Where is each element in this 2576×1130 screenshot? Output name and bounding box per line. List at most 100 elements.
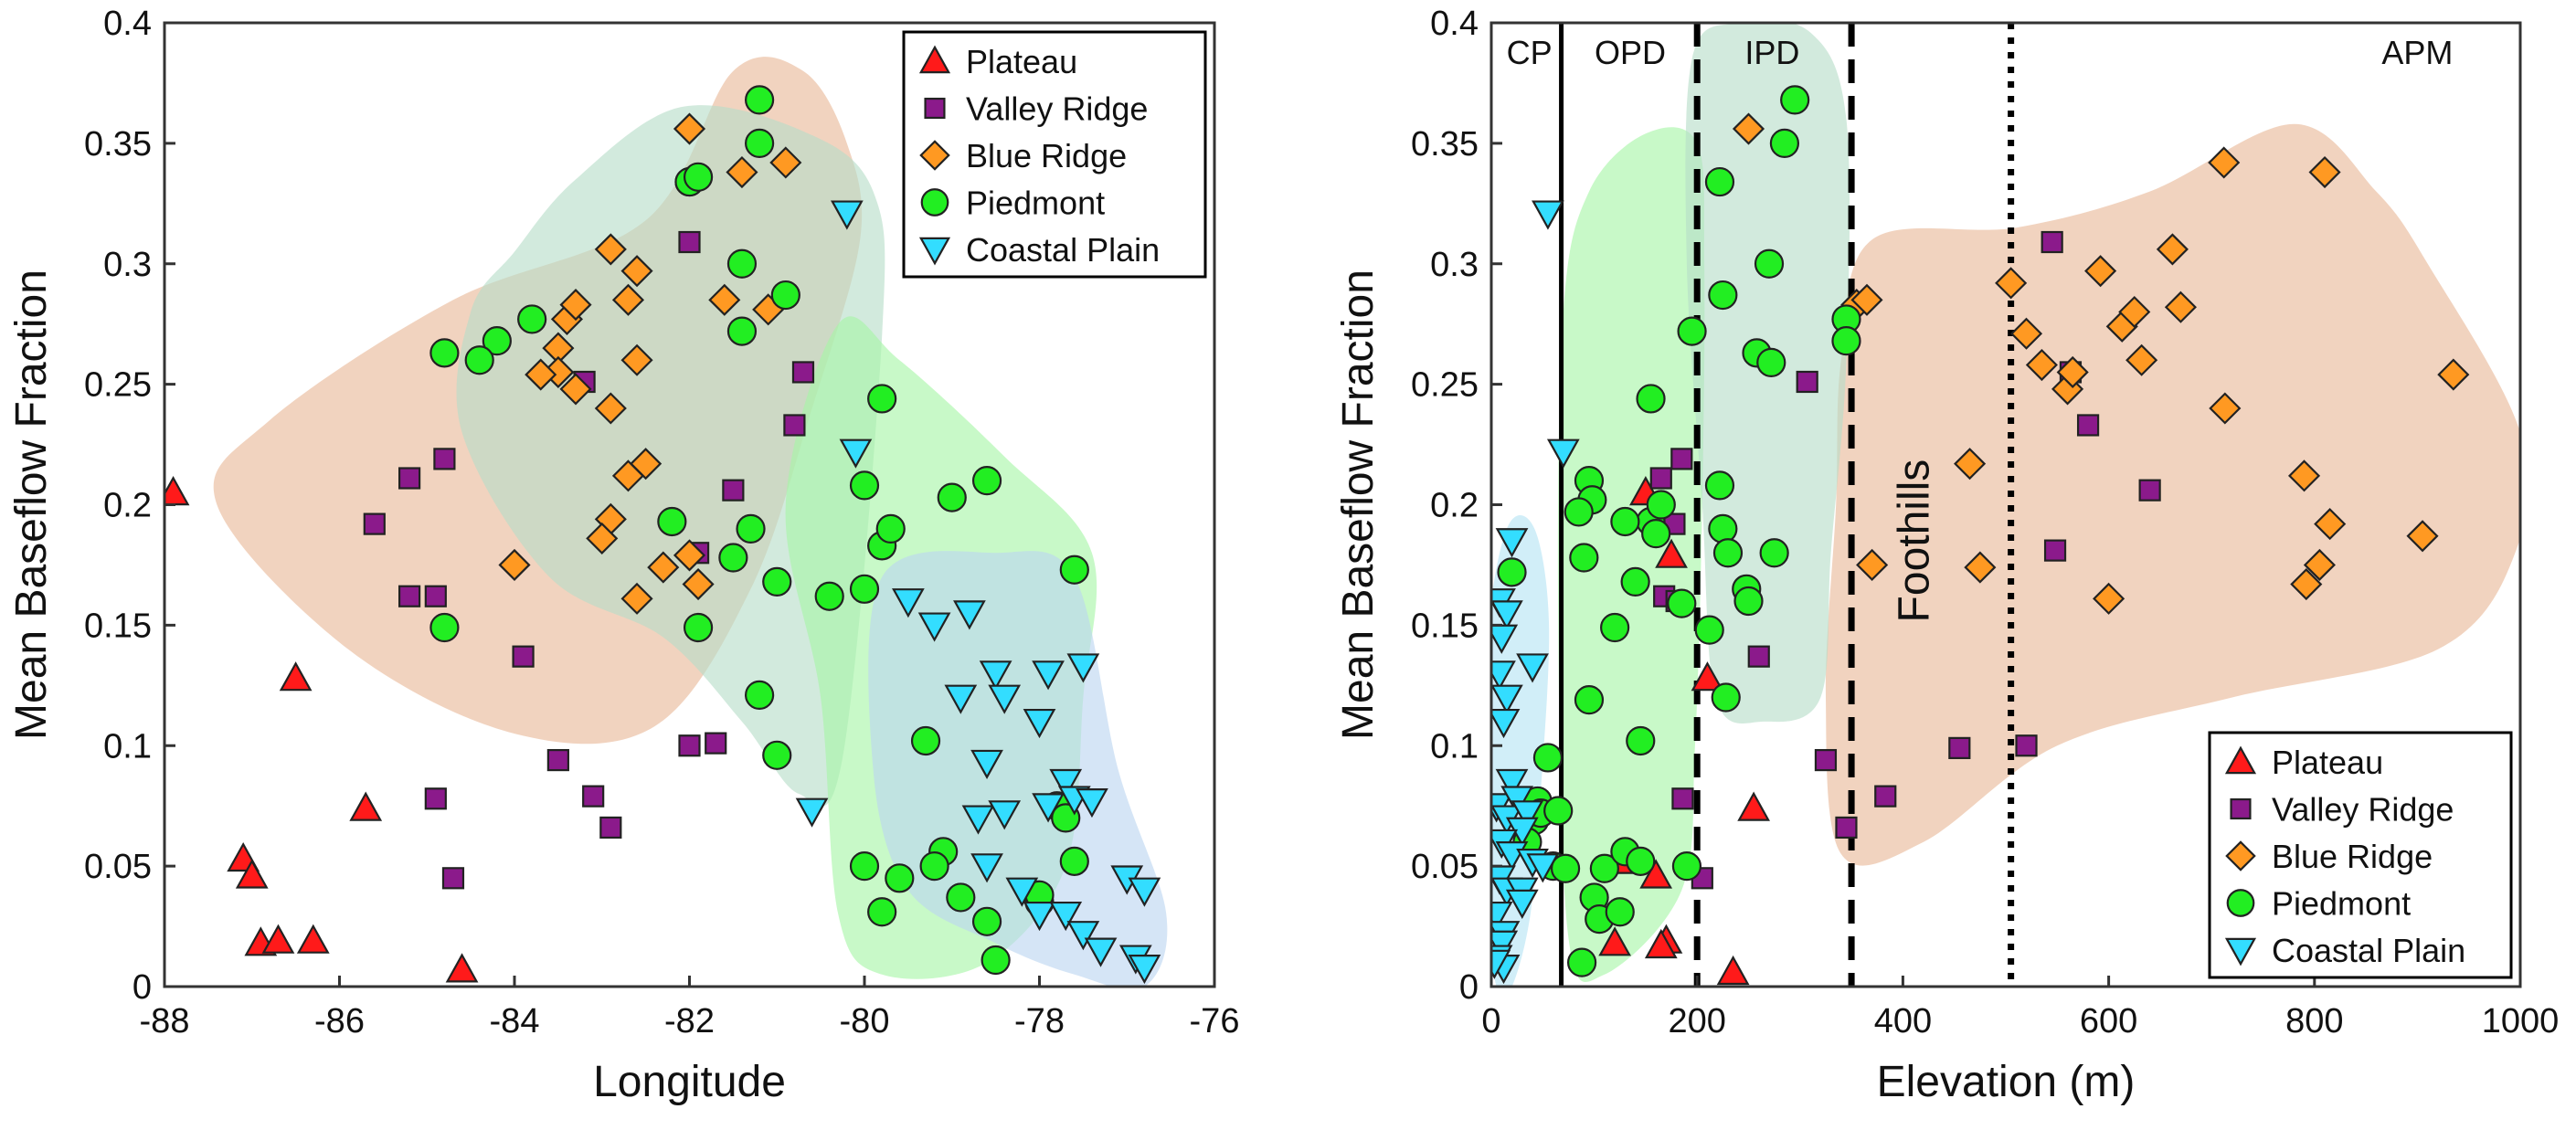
point-valley-ridge xyxy=(582,785,605,808)
point-coastal-plain xyxy=(1032,793,1065,823)
point-coastal-plain xyxy=(892,588,925,618)
point-piedmont xyxy=(981,945,1011,976)
point-blue-ridge xyxy=(2209,392,2242,425)
point-valley-ridge xyxy=(678,230,701,254)
point-blue-ridge xyxy=(2125,343,2158,376)
point-valley-ridge xyxy=(2138,479,2161,502)
point-piedmont xyxy=(657,506,687,537)
point-piedmont xyxy=(744,128,775,158)
point-piedmont xyxy=(1780,85,1810,115)
y-tick-label: 0.3 xyxy=(103,246,152,284)
legend-marker-plateau xyxy=(2224,745,2257,775)
point-blue-ridge xyxy=(611,283,645,316)
point-piedmont xyxy=(1610,506,1640,537)
point-piedmont xyxy=(1550,853,1581,883)
point-coastal-plain xyxy=(970,749,1003,779)
point-valley-ridge xyxy=(791,361,815,384)
point-blue-ridge xyxy=(2118,295,2151,329)
legend-marker-valley-ridge xyxy=(2230,797,2252,820)
point-piedmont xyxy=(1574,685,1605,715)
point-piedmont xyxy=(726,248,758,279)
point-piedmont xyxy=(1497,557,1527,587)
y-tick-label: 0 xyxy=(133,968,152,1007)
y-axis-title: Mean Baseflow Fraction xyxy=(7,269,56,740)
point-valley-ridge xyxy=(722,479,745,502)
point-piedmont xyxy=(1667,588,1697,618)
point-valley-ridge xyxy=(1835,816,1858,840)
point-coastal-plain xyxy=(1505,889,1539,919)
legend-marker-blue-ridge xyxy=(919,140,950,171)
y-tick-label: 0.35 xyxy=(1411,125,1479,164)
x-tick-label: -78 xyxy=(1014,1002,1065,1040)
point-valley-ridge xyxy=(546,748,569,772)
point-piedmont xyxy=(1589,853,1619,883)
x-tick-label: -80 xyxy=(840,1002,890,1040)
point-coastal-plain xyxy=(988,684,1022,714)
point-piedmont xyxy=(1711,682,1741,713)
point-piedmont xyxy=(919,851,949,882)
point-plateau xyxy=(445,953,479,983)
x-tick-label: -82 xyxy=(664,1002,715,1040)
annotation-opd: OPD xyxy=(1595,34,1666,71)
region-outer-piedmont-region xyxy=(1557,127,1705,983)
point-coastal-plain xyxy=(1076,788,1108,818)
point-valley-ridge xyxy=(1948,736,1971,759)
series-valley-ridge xyxy=(363,230,815,890)
legend: Plateau Valley Ridge Blue Ridge Piedmont Coa… xyxy=(902,30,1207,279)
point-piedmont xyxy=(736,513,766,544)
point-plateau xyxy=(1598,926,1631,956)
point-blue-ridge xyxy=(2290,567,2323,601)
y-tick-label: 0.35 xyxy=(84,125,152,164)
point-blue-ridge xyxy=(769,146,802,179)
annotation-foothills: Foothills xyxy=(1891,459,1939,623)
point-piedmont xyxy=(1712,538,1744,568)
point-blue-ridge xyxy=(620,343,653,376)
point-coastal-plain xyxy=(979,660,1012,691)
point-piedmont xyxy=(1641,519,1671,549)
point-piedmont xyxy=(429,612,460,643)
point-valley-ridge xyxy=(1814,748,1838,772)
point-piedmont xyxy=(744,85,775,115)
point-coastal-plain xyxy=(1023,708,1056,739)
point-coastal-plain xyxy=(1495,768,1529,799)
point-plateau xyxy=(1644,928,1678,959)
y-tick-label: 0.05 xyxy=(84,848,152,886)
x-tick-label: -84 xyxy=(490,1002,540,1040)
point-plateau xyxy=(279,661,313,692)
series-blue-ridge xyxy=(1732,112,2470,615)
point-valley-ridge xyxy=(363,512,386,535)
y-tick-label: 0 xyxy=(1459,968,1479,1007)
point-piedmont xyxy=(718,543,748,573)
point-plateau xyxy=(164,476,190,506)
point-piedmont xyxy=(464,345,494,375)
point-blue-ridge xyxy=(2406,520,2439,553)
legend-label-piedmont: Piedmont xyxy=(966,185,1105,222)
y-tick-label: 0.25 xyxy=(84,366,152,405)
point-piedmont xyxy=(1543,796,1574,826)
point-blue-ridge xyxy=(1964,551,1997,584)
point-piedmont xyxy=(971,906,1002,936)
point-coastal-plain xyxy=(795,797,829,828)
point-plateau xyxy=(1737,791,1770,821)
y-tick-label: 0.3 xyxy=(1430,246,1479,284)
x-axis-title: Longitude xyxy=(593,1058,786,1106)
x-tick-label: -76 xyxy=(1190,1002,1240,1040)
point-coastal-plain xyxy=(839,438,873,469)
point-coastal-plain xyxy=(1511,800,1544,830)
point-coastal-plain xyxy=(1491,708,1521,739)
point-blue-ridge xyxy=(2437,358,2470,391)
point-coastal-plain xyxy=(1066,653,1100,683)
point-piedmont xyxy=(1059,554,1089,585)
x-tick-label: -88 xyxy=(140,1002,190,1040)
left-panel-longitude: -88 -86 -84 -82 -80 -78 -76 0 0.05 0.1 0.15 0.2 0.25… xyxy=(7,5,1239,1106)
point-blue-ridge xyxy=(2208,146,2241,179)
legend-box xyxy=(2208,731,2513,979)
point-coastal-plain xyxy=(1495,528,1529,558)
series-blue-ridge xyxy=(498,112,802,615)
point-coastal-plain xyxy=(1532,200,1564,230)
point-blue-ridge xyxy=(2314,508,2347,541)
point-coastal-plain xyxy=(1049,768,1083,799)
x-tick-label: 1000 xyxy=(2482,1002,2560,1040)
y-tick-label: 0.2 xyxy=(103,487,152,525)
